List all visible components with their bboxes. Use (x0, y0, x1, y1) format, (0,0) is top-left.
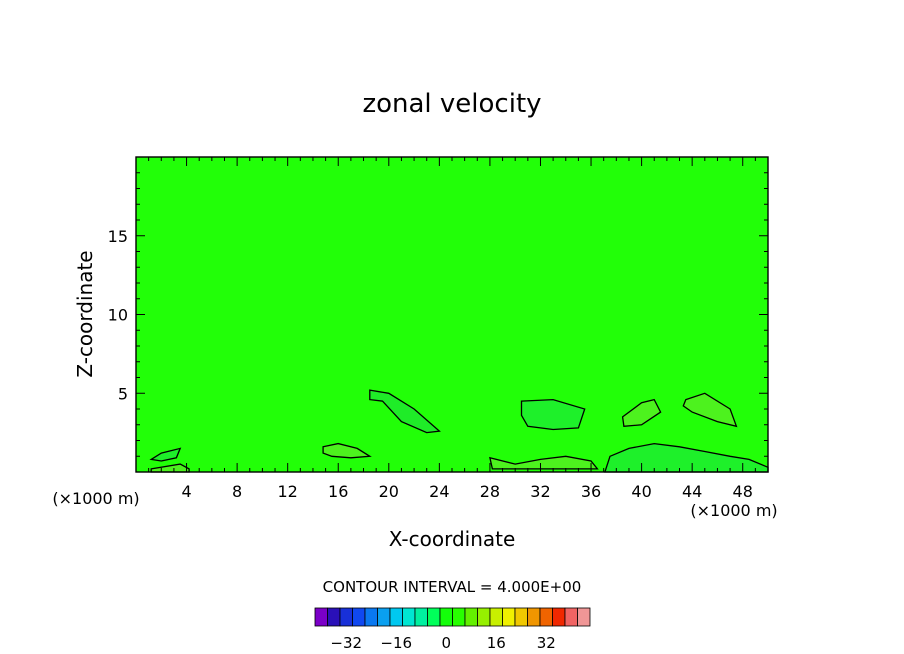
colorbar-cell (452, 607, 466, 627)
plot-area (135, 156, 769, 473)
colorbar-tick-label: −32 (330, 634, 362, 652)
x-tick-label: 28 (480, 482, 500, 501)
x-unit-left: (×1000 m) (52, 489, 139, 508)
x-tick-label: 4 (181, 482, 191, 501)
colorbar-cell (477, 607, 491, 627)
colorbar-cell (439, 607, 453, 627)
colorbar-cell (414, 607, 428, 627)
colorbar-cell (539, 607, 553, 627)
colorbar-cell (389, 607, 403, 627)
x-tick-label: 12 (278, 482, 298, 501)
colorbar: −32 −16 0 16 32 (314, 607, 591, 652)
contour-region-3 (621, 398, 662, 427)
background-field (136, 157, 768, 472)
x-tick-label: 40 (631, 482, 651, 501)
colorbar-cell (327, 607, 341, 627)
x-tick-label: 20 (379, 482, 399, 501)
y-tick-label: 5 (118, 384, 128, 403)
colorbar-tick-label: −16 (380, 634, 412, 652)
x-tick-label: 48 (733, 482, 753, 501)
x-axis: 4 8 12 16 20 24 28 32 36 40 44 48 (148, 157, 756, 501)
x-tick-label: 32 (530, 482, 550, 501)
colorbar-tick-label: 16 (487, 634, 506, 652)
colorbar-cell (552, 607, 566, 627)
x-tick-label: 24 (429, 482, 449, 501)
x-tick-label: 8 (232, 482, 242, 501)
y-tick-label: 15 (108, 227, 128, 246)
colorbar-tick-label: 0 (441, 634, 451, 652)
y-axis: 5 10 15 (108, 172, 768, 457)
colorbar-cell (514, 607, 528, 627)
colorbar-cell (527, 607, 541, 627)
colorbar-cell (339, 607, 353, 627)
contour-region-5 (322, 442, 372, 459)
x-axis-label: X-coordinate (389, 527, 516, 551)
colorbar-cell (564, 607, 578, 627)
y-axis-label: Z-coordinate (73, 250, 97, 377)
colorbar-cell (377, 607, 391, 627)
y-tick-label: 10 (108, 306, 128, 325)
x-tick-label: 44 (682, 482, 702, 501)
chart-title: zonal velocity (362, 89, 541, 119)
colorbar-cell (502, 607, 516, 627)
x-tick-label: 36 (581, 482, 601, 501)
contour-region-1 (369, 389, 441, 434)
contour-region-2 (520, 398, 586, 431)
colorbar-cell (402, 607, 416, 627)
colorbar-cell (314, 607, 328, 627)
colorbar-cell (577, 607, 591, 627)
contour-interval-label: CONTOUR INTERVAL = 4.000E+00 (323, 578, 582, 596)
contour-region-4 (682, 392, 738, 428)
x-tick-label: 16 (328, 482, 348, 501)
colorbar-cell (352, 607, 366, 627)
contour-region-8 (149, 447, 182, 462)
colorbar-cell (489, 607, 503, 627)
colorbar-cell (464, 607, 478, 627)
x-unit-right: (×1000 m) (690, 501, 777, 520)
contour-region-6 (489, 455, 599, 470)
colorbar-cell (364, 607, 378, 627)
colorbar-tick-label: 32 (537, 634, 556, 652)
colorbar-cell (427, 607, 441, 627)
